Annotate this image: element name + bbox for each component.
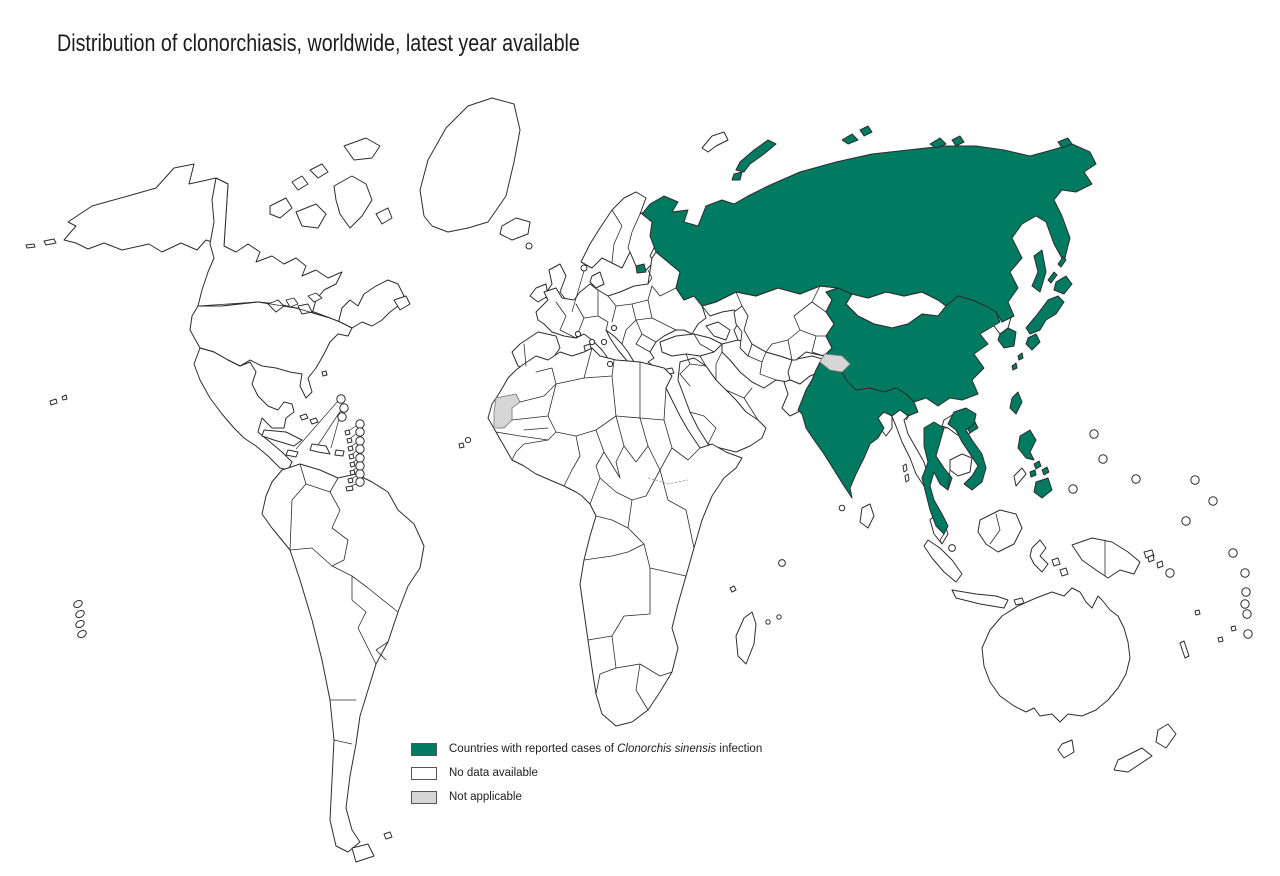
country-new-guinea xyxy=(1071,537,1141,579)
country-sri-lanka xyxy=(859,503,875,529)
country-sumatra xyxy=(923,539,963,583)
country-greenland xyxy=(419,97,521,233)
territory-jammu-kashmir xyxy=(819,353,851,373)
country-java xyxy=(951,589,1009,609)
country-new-zealand xyxy=(1155,723,1177,749)
country-iceland xyxy=(499,217,531,241)
reported-lands xyxy=(635,125,1097,535)
country-taiwan xyxy=(1009,391,1023,415)
legend-swatch-no-data xyxy=(411,766,437,780)
legend-swatch-not-applicable xyxy=(411,790,437,804)
country-cuba xyxy=(261,429,303,447)
legend-label-reported: Countries with reported cases of Clonorc… xyxy=(449,743,763,755)
caspian-sea xyxy=(733,305,753,357)
country-alaska xyxy=(63,163,229,253)
legend-row-reported: Countries with reported cases of Clonorc… xyxy=(411,742,762,756)
legend-label-no-data: No data available xyxy=(449,767,538,779)
internal-borders xyxy=(197,209,1106,745)
legend-label-not-applicable: Not applicable xyxy=(449,791,522,803)
novaya-zemlya xyxy=(735,139,777,173)
small-island-markers xyxy=(49,242,1253,659)
sakhalin xyxy=(1031,249,1047,293)
country-india xyxy=(797,361,919,499)
country-thailand xyxy=(921,421,953,535)
legend-row-not-applicable: Not applicable xyxy=(411,790,522,804)
country-mexico xyxy=(193,347,295,471)
country-sulawesi xyxy=(1029,539,1049,573)
legend-row-no-data: No data available xyxy=(411,766,538,780)
no-data-lands xyxy=(25,97,1177,863)
legend-swatch-reported xyxy=(411,742,437,756)
kaliningrad xyxy=(635,263,647,274)
country-africa xyxy=(487,347,743,727)
page-title: Distribution of clonorchiasis, worldwide… xyxy=(57,30,580,57)
country-viet-nam xyxy=(947,407,987,491)
country-russia xyxy=(641,143,1097,323)
ryukyu-islands xyxy=(1011,352,1024,371)
country-south-america xyxy=(261,463,425,853)
country-australia xyxy=(981,587,1131,723)
kuril-islands xyxy=(1047,256,1067,284)
country-palawan xyxy=(1013,467,1027,487)
country-japan xyxy=(1053,275,1073,295)
not-applicable-lands xyxy=(493,353,851,429)
country-madagascar xyxy=(735,611,757,665)
country-philippines xyxy=(1017,429,1037,461)
country-borneo xyxy=(977,509,1023,553)
country-cambodia xyxy=(949,453,973,477)
country-turkey xyxy=(659,333,723,357)
